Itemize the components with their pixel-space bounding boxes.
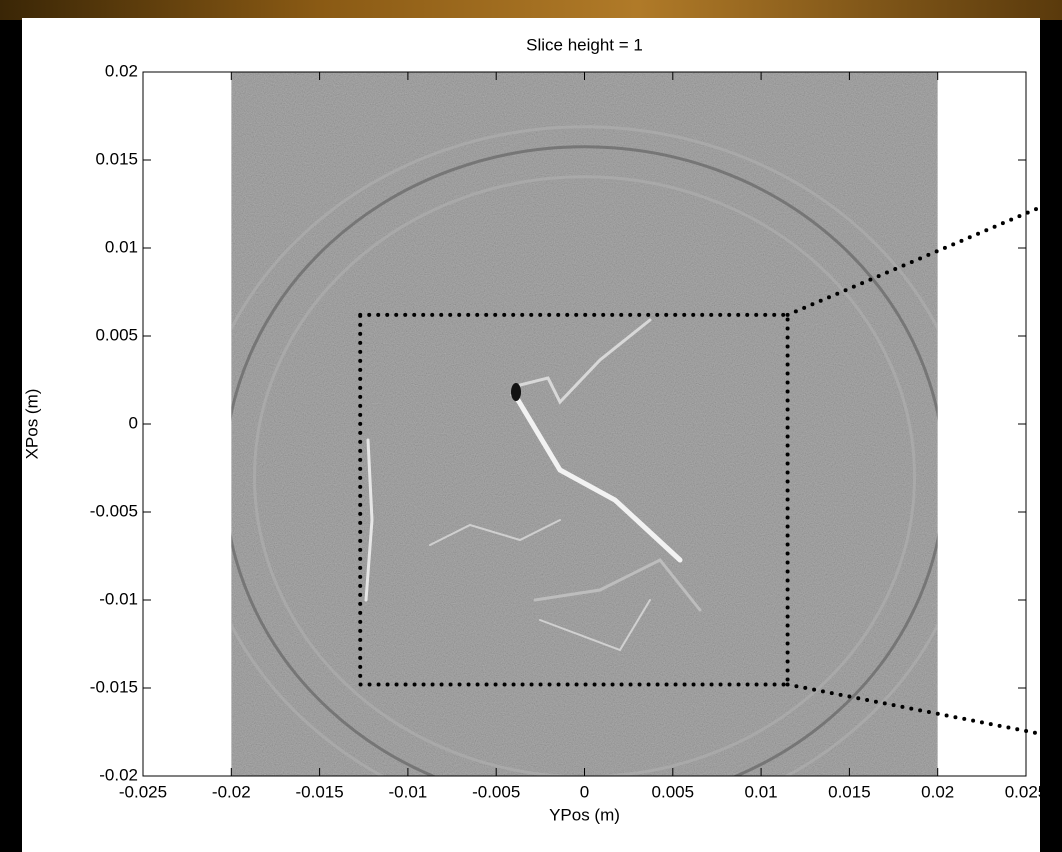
ring — [253, 175, 916, 776]
zoom-box — [358, 312, 790, 687]
background-strip — [0, 0, 1062, 20]
y-tick-label: 0.02 — [105, 61, 138, 80]
y-tick-label: -0.005 — [90, 501, 138, 520]
chart-title: Slice height = 1 — [526, 35, 643, 54]
x-tick-label: 0.02 — [921, 782, 954, 801]
y-tick-label: -0.02 — [99, 765, 138, 784]
feature — [429, 519, 561, 546]
feature — [512, 392, 683, 563]
feature — [364, 438, 374, 602]
x-tick-label: -0.015 — [295, 782, 343, 801]
x-tick-label: 0.01 — [745, 782, 778, 801]
x-axis-label: YPos (m) — [549, 805, 620, 824]
y-tick-label: 0.015 — [95, 149, 138, 168]
y-axis-label: XPos (m) — [22, 389, 41, 460]
y-tick-label: 0 — [129, 413, 138, 432]
x-tick-label: -0.005 — [472, 782, 520, 801]
y-tick-label: -0.01 — [99, 589, 138, 608]
ring — [231, 145, 938, 776]
x-tick-label: 0.025 — [1005, 782, 1048, 801]
feature — [539, 599, 651, 652]
x-tick-label: 0 — [580, 782, 589, 801]
dark-spot — [511, 383, 521, 401]
y-tick-label: -0.015 — [90, 677, 138, 696]
x-tick-label: -0.025 — [119, 782, 167, 801]
feature — [533, 558, 702, 612]
x-tick-label: 0.015 — [828, 782, 871, 801]
x-tick-label: -0.01 — [389, 782, 428, 801]
ring — [231, 125, 938, 776]
zoom-connector — [785, 682, 1062, 740]
image — [231, 72, 938, 776]
image-noise — [231, 72, 938, 776]
y-tick-label: 0.01 — [105, 237, 138, 256]
x-tick-label: -0.02 — [212, 782, 251, 801]
x-tick-label: 0.005 — [652, 782, 695, 801]
y-tick-label: 0.005 — [95, 325, 138, 344]
